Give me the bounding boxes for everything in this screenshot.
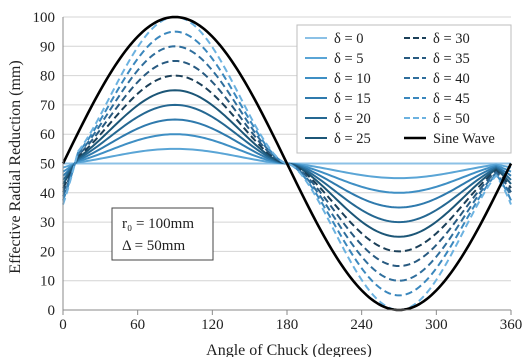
y-tick-label: 70 — [40, 98, 55, 114]
y-tick-label: 40 — [40, 186, 55, 202]
legend-label: δ = 20 — [334, 111, 371, 127]
parameter-annotation: r₀ = 100mm Δ = 50mm — [111, 207, 214, 261]
legend-label: δ = 35 — [433, 51, 470, 67]
annotation-box — [111, 207, 214, 261]
y-tick-label: 30 — [40, 215, 55, 231]
x-tick-label: 360 — [500, 317, 523, 333]
series-line-10 — [62, 15, 512, 312]
legend-box — [296, 24, 512, 154]
annotation-delta: Δ = 50mm — [122, 238, 185, 254]
y-tick-label: 100 — [33, 10, 56, 26]
x-tick-label: 120 — [201, 317, 224, 333]
legend-label: δ = 30 — [433, 31, 470, 47]
y-axis-title: Effective Radial Reduction (mm) — [7, 60, 24, 273]
x-tick-label: 300 — [425, 317, 448, 333]
x-axis-title: Angle of Chuck (degrees) — [206, 342, 372, 357]
legend-label: δ = 10 — [334, 71, 371, 87]
annotation-r0: r₀ = 100mm — [122, 216, 194, 232]
legend-label: Sine Wave — [433, 131, 495, 147]
series-lines — [61, 15, 513, 312]
x-tick-label: 180 — [276, 317, 299, 333]
x-tick-label: 240 — [350, 317, 373, 333]
legend: δ = 0 δ = 5 δ = 10 δ = 15 δ = 20 δ = 25 δ = 30… — [296, 24, 512, 154]
axes — [62, 17, 512, 315]
y-tick-label: 10 — [40, 274, 55, 290]
legend-label: δ = 50 — [433, 111, 470, 127]
legend-label: δ = 5 — [334, 51, 364, 67]
y-tick-labels: 0 10 20 30 40 50 60 70 80 90 100 — [33, 10, 56, 319]
legend-label: δ = 45 — [433, 91, 470, 107]
legend-label: δ = 40 — [433, 71, 470, 87]
y-tick-label: 20 — [40, 244, 55, 260]
y-tick-label: 50 — [40, 157, 55, 173]
y-tick-label: 60 — [40, 127, 55, 143]
series-line-8 — [62, 45, 512, 282]
y-tick-label: 90 — [40, 39, 55, 55]
x-tick-labels: 0 60 120 180 240 300 360 — [59, 317, 522, 333]
legend-label: δ = 25 — [334, 131, 371, 147]
x-tick-label: 60 — [130, 317, 145, 333]
legend-label: δ = 15 — [334, 91, 371, 107]
y-tick-label: 0 — [48, 303, 56, 319]
y-tick-label: 80 — [40, 69, 55, 85]
x-tick-label: 0 — [59, 317, 67, 333]
series-line-11 — [61, 15, 513, 312]
legend-label: δ = 0 — [334, 31, 364, 47]
